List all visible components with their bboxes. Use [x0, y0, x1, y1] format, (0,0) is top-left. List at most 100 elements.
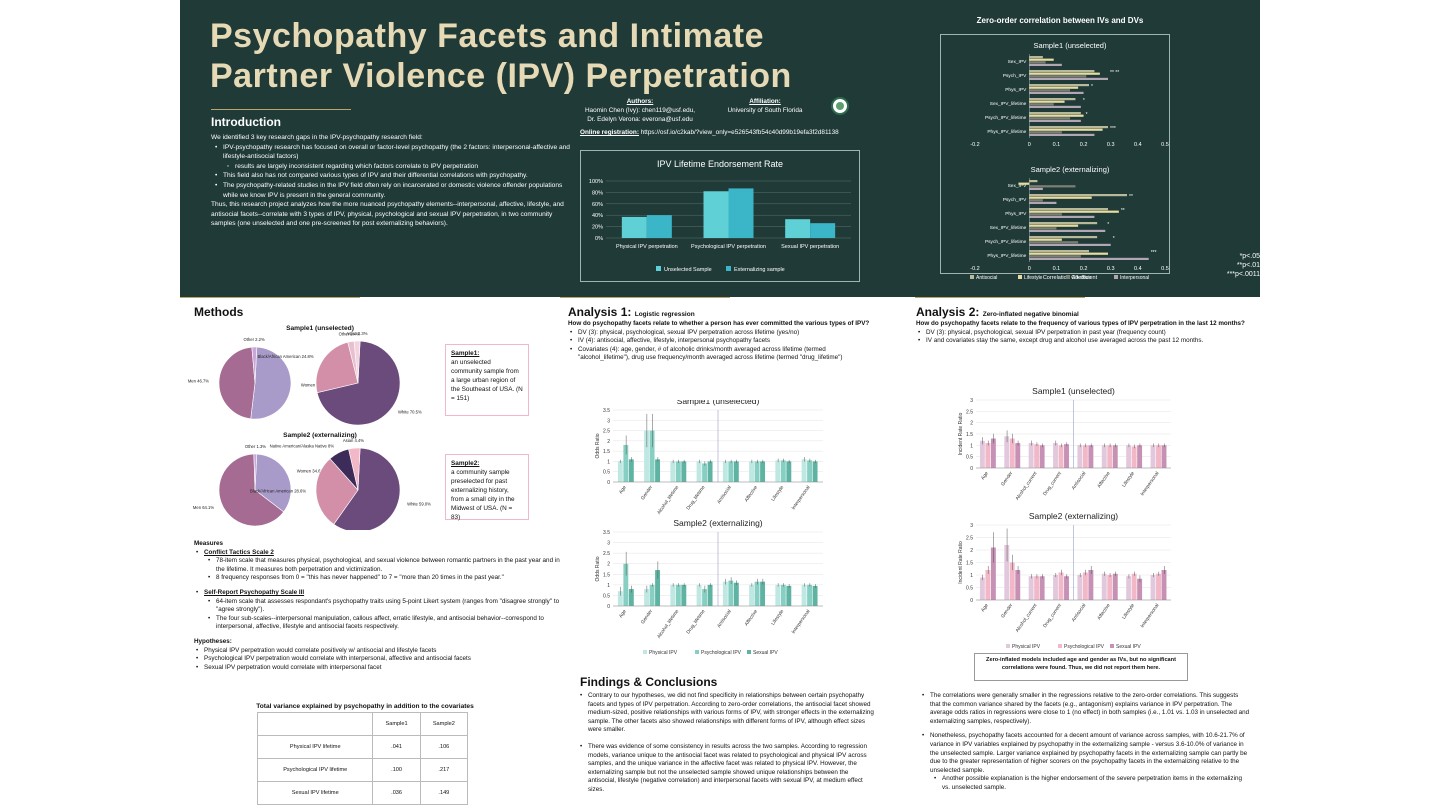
legend-swatch	[970, 275, 974, 279]
x-tick-label: 0.4	[1134, 266, 1142, 272]
variance-table: Sample1 Sample2 Physical IPV lifetime .0…	[256, 712, 469, 805]
bar	[623, 563, 629, 606]
bar	[1004, 436, 1010, 468]
y-tick-label: 0	[970, 466, 973, 472]
divider	[211, 109, 351, 110]
bar	[780, 460, 786, 482]
bar	[1029, 227, 1057, 230]
y-tick-label: 3	[607, 418, 610, 424]
bar	[1029, 201, 1057, 204]
x-tick-label: Gender	[1000, 602, 1014, 619]
bar	[696, 584, 702, 606]
bar	[1029, 229, 1106, 232]
findings-heading: Findings & Conclusions	[580, 675, 718, 689]
y-tick-label: 0	[607, 604, 610, 610]
x-tick-label: Antisocial	[1071, 471, 1088, 491]
bar	[646, 215, 672, 238]
x-tick-label: -0.2	[970, 266, 979, 272]
legend-swatch	[1066, 275, 1070, 279]
bar	[1029, 117, 1070, 120]
bar	[675, 584, 681, 606]
bar	[1029, 72, 1100, 75]
y-tick-label: 1.5	[966, 432, 973, 438]
pie-slice	[316, 340, 401, 426]
bar	[670, 584, 676, 606]
pie-slice	[333, 447, 401, 530]
intro-bullet: IPV-psychopathy research has focused on …	[211, 143, 571, 162]
bar	[985, 570, 991, 600]
bar	[1029, 84, 1089, 87]
bar	[1107, 575, 1113, 600]
bar	[644, 430, 650, 482]
x-tick-label: Interpersonal	[791, 609, 812, 635]
bar	[675, 461, 681, 482]
analysis1-text: How do psychopathy facets relate to whet…	[568, 320, 873, 363]
bar	[1150, 445, 1156, 468]
bar	[1161, 445, 1167, 468]
bar	[1029, 213, 1062, 216]
chart-title: Sample2 (externalizing)	[1029, 511, 1118, 521]
x-tick-label: Gender	[640, 484, 654, 501]
bar	[1126, 576, 1132, 600]
x-tick-label: Antisocial	[1071, 603, 1088, 623]
pie-label: Other 1.3%	[245, 444, 266, 449]
bar	[1029, 236, 1098, 239]
x-tick-label: Interpersonal	[791, 485, 812, 511]
x-tick-label: Age	[980, 602, 990, 613]
bar	[670, 461, 676, 482]
bar	[786, 585, 792, 606]
bar	[649, 584, 655, 606]
bar	[702, 463, 708, 482]
x-tick-label: Age	[618, 484, 628, 495]
y-tick-label: 1	[970, 443, 973, 449]
bar	[1053, 443, 1058, 468]
bar	[754, 581, 760, 606]
chart-title: Sample1 (unselected)	[677, 400, 760, 406]
legend-label: Physical IPV	[649, 650, 678, 656]
bar	[1077, 575, 1083, 600]
x-tick-label: Interpersonal	[1139, 471, 1160, 497]
table-row: Psychological IPV lifetime .100 .217	[256, 758, 469, 782]
bar	[728, 580, 734, 606]
bar	[1029, 131, 1062, 134]
x-tick-label: 0.5	[1161, 266, 1169, 272]
bar	[722, 581, 728, 606]
significance-mark: *	[1083, 98, 1085, 104]
bar	[801, 459, 807, 482]
y-tick-label: 1	[607, 583, 610, 589]
bar	[1082, 572, 1088, 600]
bar	[649, 430, 655, 482]
bar	[1029, 257, 1149, 260]
bar	[1112, 445, 1118, 468]
sample2-description: Sample2: a community sample preselected …	[445, 454, 529, 521]
intro-text: We identified 3 key research gaps in the…	[211, 133, 571, 229]
y-tick-label: 3	[607, 541, 610, 547]
pie-label: Black/African American 28.6%	[250, 489, 306, 494]
bar	[1029, 126, 1108, 129]
pie-slice	[253, 453, 258, 491]
significance-mark: ** **	[1110, 70, 1119, 76]
bar	[1150, 575, 1156, 600]
x-tick-label: Drug_lifetime	[685, 484, 706, 511]
bar	[1029, 199, 1043, 202]
poster-title: Psychopathy Facets and Intimate Partner …	[210, 17, 792, 95]
bar	[1029, 91, 1084, 94]
table-row: Physical IPV lifetime .041 .106	[256, 735, 469, 759]
registration-link[interactable]: https://osf.io/c2kab/?view_only=e526543f…	[638, 129, 839, 136]
bar	[696, 461, 702, 482]
y-tick-label: 0.5	[603, 593, 610, 599]
bar	[1156, 445, 1161, 468]
bar	[1009, 562, 1015, 600]
pie-label: Other 2.4%	[339, 332, 360, 337]
bar	[733, 461, 739, 482]
x-tick-label: Antisocial	[716, 485, 733, 505]
bar	[786, 461, 792, 482]
findings-text: Contrary to our hypotheses, we did not f…	[578, 692, 876, 795]
y-tick-label: 80%	[592, 190, 603, 196]
x-tick-label: Drug_lifetime	[685, 608, 706, 635]
significance-mark: *	[1086, 112, 1088, 118]
pie-label: Men 64.1%	[193, 505, 214, 510]
analysis2-charts: Sample1 (unselected) 0 0.5 1 1.5 2 2.5 3 Inciden…	[958, 386, 1171, 650]
category-label: Phys_IPV	[1005, 87, 1027, 93]
